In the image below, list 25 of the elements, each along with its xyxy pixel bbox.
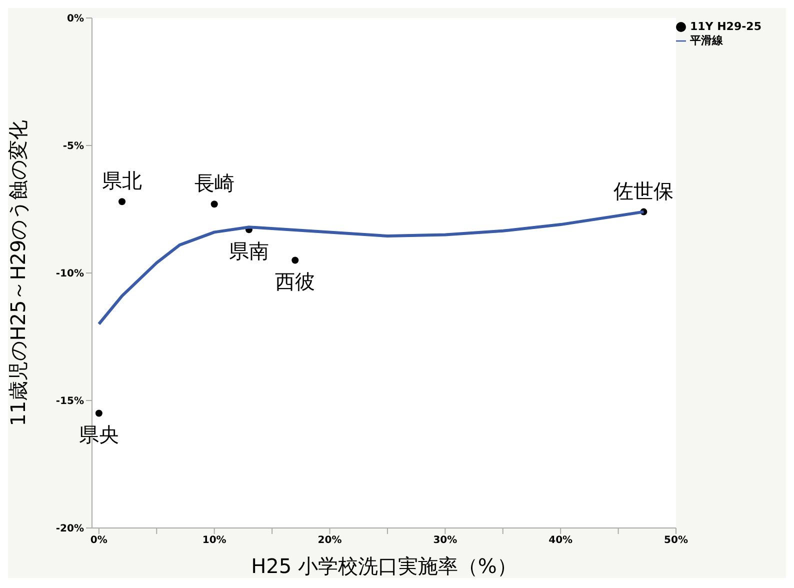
x-tick-label: 0% xyxy=(90,535,108,546)
y-tick-label: -15% xyxy=(56,396,84,408)
annotation: 佐世保 xyxy=(614,178,674,203)
point xyxy=(95,410,102,417)
annotation: 長崎 xyxy=(194,171,234,196)
y-tick-label: -10% xyxy=(56,268,84,280)
x-tick-label: 30% xyxy=(433,535,458,546)
x-tick-label: 20% xyxy=(318,535,342,546)
point xyxy=(210,200,218,208)
x-tick-label: 50% xyxy=(664,535,688,546)
y-axis-title: 11歳児のH25～H29のう蝕の変化 xyxy=(6,120,30,426)
x-tick-label: 40% xyxy=(548,535,573,546)
y-tick-label: -20% xyxy=(56,524,84,535)
y-tick-label: -5% xyxy=(62,141,84,152)
x-axis-title: H25 小学校洗口実施率（%） xyxy=(251,554,517,578)
legend-label: 11Y H29-25 xyxy=(690,20,762,33)
annotation: 県央 xyxy=(78,422,119,446)
annotation: 県南 xyxy=(228,238,269,263)
legend-label: 平滑線 xyxy=(690,34,723,47)
point xyxy=(292,256,299,264)
x-tick-label: 10% xyxy=(202,535,226,546)
annotation: 西彼 xyxy=(275,269,316,294)
point xyxy=(118,198,126,206)
annotation: 県北 xyxy=(102,168,142,193)
y-tick-label: 0% xyxy=(67,14,84,25)
